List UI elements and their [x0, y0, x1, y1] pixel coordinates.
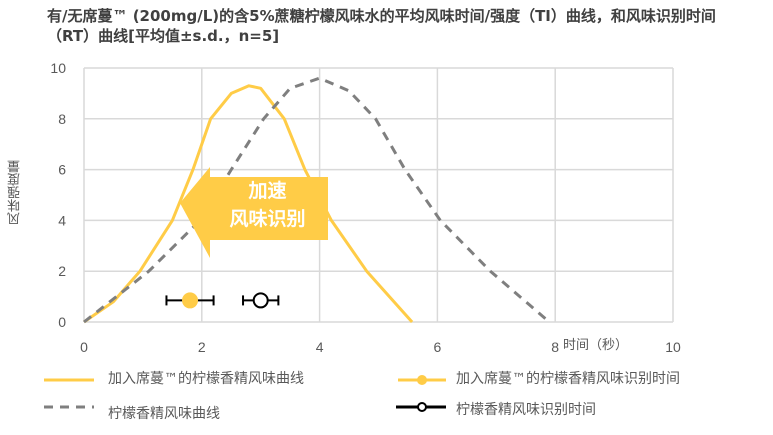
y-tick-label: 2 [58, 263, 66, 279]
legend-label-2: 加入席蔓™的柠檬香精风味识别时间 [456, 371, 680, 387]
legend-label-1: 柠檬香精风味曲线 [108, 406, 220, 422]
y-tick-label: 0 [58, 314, 66, 330]
y-tick-label: 4 [58, 212, 66, 228]
x-tick-label: 0 [80, 339, 88, 355]
legend-label-3: 柠檬香精风味识别时间 [456, 402, 596, 418]
callout-text: 加速 风味识别 [210, 177, 325, 233]
x-tick-label: 8 [551, 339, 559, 355]
chart-title: 有/无席蔓™ (200mg/L)的含5%蔗糖柠檬风味水的平均风味时间/强度（TI… [47, 7, 716, 45]
x-tick-label: 2 [198, 339, 206, 355]
y-tick-label: 8 [58, 111, 66, 127]
y-tick-label: 10 [50, 60, 66, 76]
callout-arrow [180, 167, 328, 258]
callout-line2: 风味识别 [229, 208, 306, 230]
x-tick-label: 4 [316, 339, 324, 355]
x-tick-label: 6 [434, 339, 442, 355]
y-tick-label: 6 [58, 162, 66, 178]
legend-label-0: 加入席蔓™的柠檬香精风味曲线 [108, 371, 304, 387]
legend-marker-3 [417, 402, 427, 412]
rt-point-2 [182, 292, 199, 309]
legend-marker-2 [417, 375, 427, 385]
x-axis-label: 时间（秒） [563, 338, 629, 353]
x-tick-label: 10 [665, 339, 681, 355]
rt-point-3 [252, 292, 269, 309]
callout-line1: 加速 [248, 180, 287, 202]
